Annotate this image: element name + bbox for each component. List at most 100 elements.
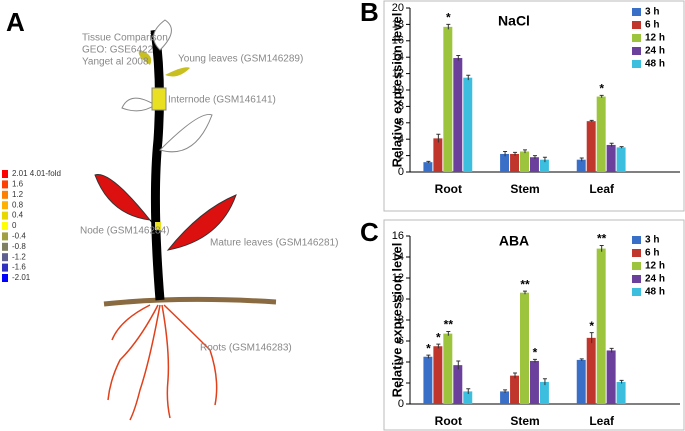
legend-label: 3 h	[645, 235, 659, 246]
y-tick-label: 2	[398, 150, 404, 162]
legend-swatch	[632, 34, 641, 42]
bar	[443, 333, 453, 404]
y-axis-label: Relative expression level	[389, 243, 404, 398]
bar	[606, 144, 616, 172]
y-tick-label: 10	[392, 293, 404, 305]
scale-label: -1.6	[12, 263, 26, 272]
scale-swatch	[2, 242, 8, 251]
error-bar	[426, 354, 431, 359]
scale-swatch	[2, 222, 8, 230]
legend-label: 24 h	[645, 46, 665, 57]
error-bar	[609, 347, 614, 353]
legend-label: 12 h	[645, 261, 665, 272]
bar	[539, 159, 549, 172]
legend-swatch	[632, 47, 641, 55]
y-tick-label: 12	[392, 68, 404, 80]
legend-swatch	[632, 60, 641, 68]
info: Yanget al 2008	[82, 57, 149, 68]
error-bar	[599, 244, 604, 252]
scale-swatch	[2, 274, 8, 282]
panel-letter: C	[360, 217, 379, 247]
scale-label: 0.8	[12, 200, 24, 209]
scale-label: 2.01 4.01-fold	[12, 169, 61, 178]
y-tick-label: 14	[392, 251, 404, 263]
bar	[586, 337, 596, 404]
chart-title: NaCl	[498, 13, 530, 29]
scale-label: -1.2	[12, 252, 26, 261]
significance: *	[436, 330, 441, 344]
legend-swatch	[632, 236, 641, 244]
y-tick-label: 16	[392, 230, 404, 242]
legend-label: 48 h	[645, 59, 665, 70]
scale-label: 1.6	[12, 180, 24, 189]
x-tick-label: Leaf	[589, 182, 615, 196]
error-bar	[466, 74, 471, 81]
bar	[576, 359, 586, 404]
legend-swatch	[632, 275, 641, 283]
significance: **	[520, 277, 530, 291]
legend-label: 12 h	[645, 33, 665, 44]
plant	[94, 19, 277, 421]
significance: *	[589, 319, 594, 333]
error-bar	[619, 379, 624, 384]
bar	[616, 381, 626, 404]
y-tick-label: 18	[392, 18, 404, 30]
y-tick-label: 2	[398, 377, 404, 389]
panel-letter: A	[6, 7, 25, 37]
y-tick-label: 14	[392, 51, 404, 63]
legend-swatch	[632, 288, 641, 296]
chart-title: ABA	[499, 233, 529, 249]
panel-frame	[383, 0, 685, 212]
bar	[423, 356, 433, 404]
significance: **	[597, 232, 607, 246]
bar	[529, 157, 539, 172]
error-bar	[456, 55, 461, 61]
y-tick-label: 16	[392, 35, 404, 47]
scale-swatch	[2, 180, 8, 189]
error-bar	[503, 389, 508, 393]
error-bar	[599, 94, 604, 98]
panel-frame	[383, 219, 685, 431]
y-tick-label: 0	[398, 166, 404, 178]
label: Internode (GSM146141)	[168, 95, 276, 106]
legend-label: 48 h	[645, 287, 665, 298]
y-axis-label: Relative expression level	[389, 13, 404, 168]
bar	[433, 138, 443, 172]
bar	[510, 375, 520, 404]
bar	[500, 391, 510, 404]
scale-label: -2.01	[12, 273, 31, 282]
bar	[596, 248, 606, 404]
y-tick-label: 0	[398, 398, 404, 410]
bar	[423, 162, 433, 172]
bar	[586, 121, 596, 172]
scale-label: 1.2	[12, 190, 24, 199]
error-bar	[436, 133, 441, 143]
info: GEO: GSE6422	[82, 45, 154, 56]
y-tick-label: 8	[398, 314, 404, 326]
y-tick-label: 20	[392, 2, 404, 14]
legend-swatch	[632, 8, 641, 16]
bar	[463, 77, 473, 172]
error-bar	[503, 151, 508, 157]
error-bar	[436, 343, 441, 349]
error-bar	[466, 388, 471, 395]
error-bar	[426, 160, 431, 163]
scale-swatch	[2, 263, 8, 272]
bar	[529, 360, 539, 404]
scale-swatch	[2, 201, 8, 210]
error-bar	[456, 360, 461, 370]
scale-label: -0.4	[12, 232, 26, 241]
bar	[510, 153, 520, 172]
scale-swatch	[2, 232, 8, 241]
bar	[463, 391, 473, 404]
y-tick-label: 4	[398, 356, 404, 368]
label: Node (GSM146284)	[80, 226, 170, 237]
legend-swatch	[632, 249, 641, 257]
panel-letter: B	[360, 0, 379, 27]
bar	[443, 26, 453, 172]
info: Tissue Comparison	[82, 33, 168, 44]
error-bar	[446, 23, 451, 30]
scale-swatch	[2, 211, 8, 220]
error-bar	[513, 151, 518, 156]
